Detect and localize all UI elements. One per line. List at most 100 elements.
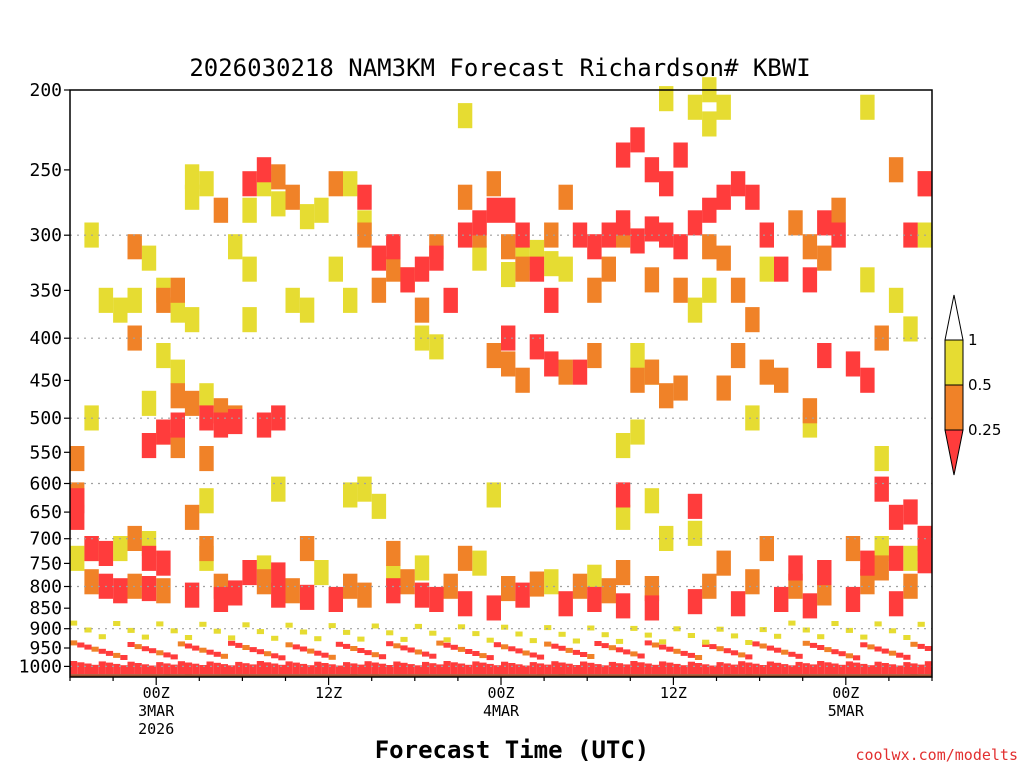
- ri-cell: [802, 234, 818, 260]
- ri-cell: [84, 627, 92, 633]
- ri-cell: [127, 642, 135, 647]
- ri-cell: [220, 653, 228, 659]
- ri-cell: [443, 573, 458, 599]
- ri-cell: [70, 446, 85, 472]
- ri-cell: [867, 644, 875, 650]
- ri-cell: [77, 642, 85, 648]
- y-tick-label: 900: [29, 619, 62, 640]
- ri-cell: [271, 582, 286, 608]
- ri-cell: [156, 650, 164, 656]
- y-axis: 200 250 300 350 400 450 500 550 600 650 700 750 8008…: [19, 80, 70, 677]
- ri-cell: [615, 504, 631, 530]
- y-tick-label: 250: [29, 160, 62, 181]
- ri-cell: [888, 628, 897, 634]
- ri-cell: [659, 661, 667, 675]
- color-legend: 1 0.5 0.25: [944, 294, 1001, 476]
- ri-cell: [400, 267, 415, 293]
- ri-cell: [256, 157, 272, 183]
- y-tick-label: 750: [29, 553, 62, 574]
- ri-cell: [472, 550, 487, 576]
- ri-cell: [637, 653, 645, 659]
- ri-cell: [802, 267, 818, 293]
- ri-cell: [903, 545, 918, 571]
- ri-cell: [84, 663, 92, 675]
- ri-cell: [141, 433, 157, 459]
- ri-cell: [472, 245, 487, 271]
- ri-cell: [608, 645, 616, 651]
- ri-cell: [630, 651, 638, 657]
- ri-cell: [163, 663, 171, 675]
- ri-cell: [149, 665, 157, 675]
- ri-cell: [70, 620, 78, 626]
- ri-cell: [457, 184, 473, 210]
- ri-cell: [903, 316, 918, 342]
- ri-cell: [213, 628, 221, 634]
- ri-cell: [91, 664, 99, 675]
- ri-cell: [788, 651, 796, 657]
- ri-cell: [544, 351, 559, 377]
- ri-cell: [299, 646, 308, 652]
- ri-cell: [371, 493, 387, 519]
- ri-cell: [580, 661, 588, 675]
- ri-cell: [486, 637, 494, 643]
- ri-cell: [659, 383, 674, 409]
- y-tick-label: 550: [29, 442, 62, 463]
- ri-cell: [702, 277, 717, 303]
- ri-cell: [271, 405, 286, 431]
- ri-cell: [141, 245, 157, 271]
- ri-cell: [702, 234, 717, 260]
- ri-cell: [113, 663, 121, 675]
- ri-cell: [687, 210, 703, 236]
- credit-text: coolwx.com/modelts: [855, 746, 1018, 764]
- ri-cell: [184, 504, 200, 530]
- ri-cell: [637, 662, 645, 675]
- ri-cell: [860, 94, 875, 120]
- ri-cell: [558, 184, 573, 210]
- ri-cell: [84, 569, 99, 595]
- ri-cell: [450, 644, 458, 650]
- ri-cell: [644, 267, 660, 293]
- ri-cell: [457, 624, 466, 630]
- ri-cell: [860, 634, 868, 640]
- ri-cell: [716, 550, 731, 576]
- ri-cell: [587, 625, 595, 631]
- ri-cell: [659, 639, 667, 645]
- ri-cell: [874, 621, 882, 627]
- ri-cell: [199, 621, 207, 627]
- ri-cell: [414, 623, 422, 629]
- ri-cell: [766, 661, 774, 675]
- x-tick-label: 12Z: [660, 684, 687, 702]
- ri-cell: [874, 476, 889, 502]
- ri-cell: [457, 103, 473, 129]
- ri-cell: [630, 228, 645, 254]
- ri-cell: [307, 648, 315, 654]
- ri-cell: [371, 277, 387, 303]
- ri-cell: [105, 662, 114, 675]
- ri-cell: [184, 164, 200, 190]
- ri-cell: [285, 661, 293, 675]
- ri-cell: [479, 653, 487, 659]
- ri-cell: [896, 652, 904, 658]
- ri-cell: [774, 647, 782, 653]
- ri-cell: [285, 622, 293, 628]
- ri-cell: [766, 645, 774, 651]
- ri-cell: [745, 654, 753, 660]
- ri-cell: [501, 644, 509, 650]
- ri-cell: [156, 578, 171, 604]
- ri-cell: [299, 297, 315, 323]
- ri-cell: [716, 94, 731, 120]
- ri-cell: [472, 210, 487, 236]
- ri-cell: [817, 210, 832, 236]
- ri-cell: [716, 646, 724, 652]
- ri-cell: [422, 651, 430, 657]
- ri-cell: [228, 580, 243, 606]
- ri-cell: [501, 576, 516, 602]
- ri-cell: [407, 647, 415, 653]
- ri-cell: [371, 652, 379, 658]
- ri-cell: [328, 664, 336, 675]
- ri-cell: [745, 184, 760, 210]
- ri-cell: [888, 650, 897, 656]
- ri-cell: [278, 655, 286, 661]
- ri-cell: [120, 665, 128, 675]
